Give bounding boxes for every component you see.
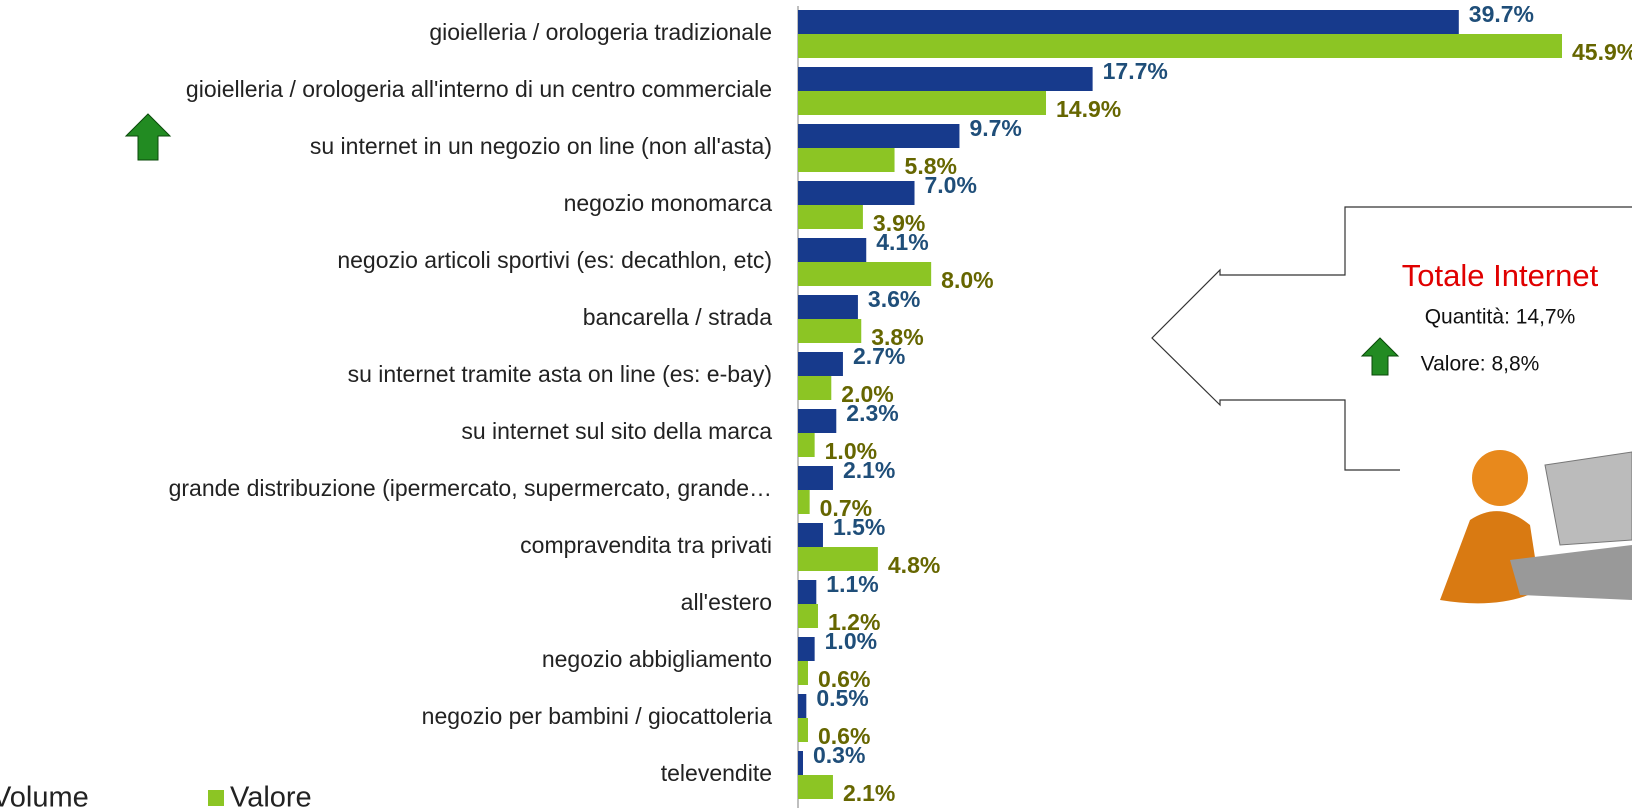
bar bbox=[798, 547, 878, 571]
bar bbox=[798, 319, 861, 343]
chart: Totale Internet Quantità: 14,7% Valore: … bbox=[0, 0, 1632, 812]
legend-label: Volume bbox=[0, 782, 89, 812]
category-label: su internet sul sito della marca bbox=[461, 418, 772, 444]
value-label: 1.0% bbox=[825, 628, 877, 654]
annotation-line: Quantità: 14,7% bbox=[1425, 306, 1576, 329]
bar bbox=[798, 124, 959, 148]
legend-swatch bbox=[208, 790, 224, 806]
value-label: 0.3% bbox=[813, 742, 865, 768]
category-label: compravendita tra privati bbox=[520, 532, 772, 558]
page: Totale Internet Quantità: 14,7% Valore: … bbox=[0, 0, 1632, 812]
person-illustration bbox=[1440, 450, 1632, 603]
bar bbox=[798, 205, 863, 229]
value-label: 8.0% bbox=[941, 267, 993, 293]
bar bbox=[798, 91, 1046, 115]
bar bbox=[798, 718, 808, 742]
category-label: televendite bbox=[661, 760, 772, 786]
bar bbox=[798, 67, 1093, 91]
bar bbox=[798, 433, 815, 457]
bar bbox=[798, 637, 815, 661]
callout-arrow bbox=[1152, 207, 1632, 470]
bar bbox=[798, 409, 836, 433]
category-label: negozio monomarca bbox=[564, 190, 773, 216]
bar bbox=[798, 604, 818, 628]
bar bbox=[798, 148, 895, 172]
up-arrow-icon bbox=[126, 114, 170, 160]
annotation-title: Totale Internet bbox=[1402, 258, 1599, 293]
bar bbox=[798, 751, 803, 775]
value-label: 17.7% bbox=[1103, 58, 1168, 84]
value-label: 2.1% bbox=[843, 457, 895, 483]
bar bbox=[798, 34, 1562, 58]
category-label: bancarella / strada bbox=[583, 304, 772, 330]
bar bbox=[798, 376, 831, 400]
value-label: 1.1% bbox=[826, 571, 878, 597]
bar bbox=[798, 694, 806, 718]
bar bbox=[798, 490, 810, 514]
annotation-line: Valore: 8,8% bbox=[1421, 353, 1540, 376]
value-label: 7.0% bbox=[925, 172, 977, 198]
value-label: 2.7% bbox=[853, 343, 905, 369]
category-label: su internet tramite asta on line (es: e-… bbox=[348, 361, 772, 387]
up-arrow-icon bbox=[1362, 338, 1398, 375]
bar bbox=[798, 775, 833, 799]
bar bbox=[798, 523, 823, 547]
category-label: grande distribuzione (ipermercato, super… bbox=[169, 475, 772, 501]
bar bbox=[798, 238, 866, 262]
bar bbox=[798, 466, 833, 490]
bar bbox=[798, 10, 1459, 34]
category-label: negozio per bambini / giocattoleria bbox=[422, 703, 773, 729]
value-label: 0.5% bbox=[816, 685, 868, 711]
bar bbox=[798, 580, 816, 604]
value-label: 4.1% bbox=[876, 229, 928, 255]
value-label: 45.9% bbox=[1572, 39, 1632, 65]
bar bbox=[798, 661, 808, 685]
bar bbox=[798, 352, 843, 376]
category-label: negozio abbigliamento bbox=[542, 646, 772, 672]
bar bbox=[798, 262, 931, 286]
category-label: su internet in un negozio on line (non a… bbox=[310, 133, 772, 159]
category-label: negozio articoli sportivi (es: decathlon… bbox=[337, 247, 772, 273]
bar bbox=[798, 295, 858, 319]
category-label: all'estero bbox=[681, 589, 772, 615]
value-label: 2.1% bbox=[843, 780, 895, 806]
bar bbox=[798, 181, 915, 205]
value-label: 2.3% bbox=[846, 400, 898, 426]
value-label: 4.8% bbox=[888, 552, 940, 578]
value-label: 14.9% bbox=[1056, 96, 1121, 122]
value-label: 1.5% bbox=[833, 514, 885, 540]
category-label: gioielleria / orologeria tradizionale bbox=[429, 19, 772, 45]
category-label: gioielleria / orologeria all'interno di … bbox=[186, 76, 772, 102]
legend-label: Valore bbox=[230, 782, 312, 812]
value-label: 9.7% bbox=[969, 115, 1021, 141]
value-label: 39.7% bbox=[1469, 1, 1534, 27]
value-label: 3.6% bbox=[868, 286, 920, 312]
